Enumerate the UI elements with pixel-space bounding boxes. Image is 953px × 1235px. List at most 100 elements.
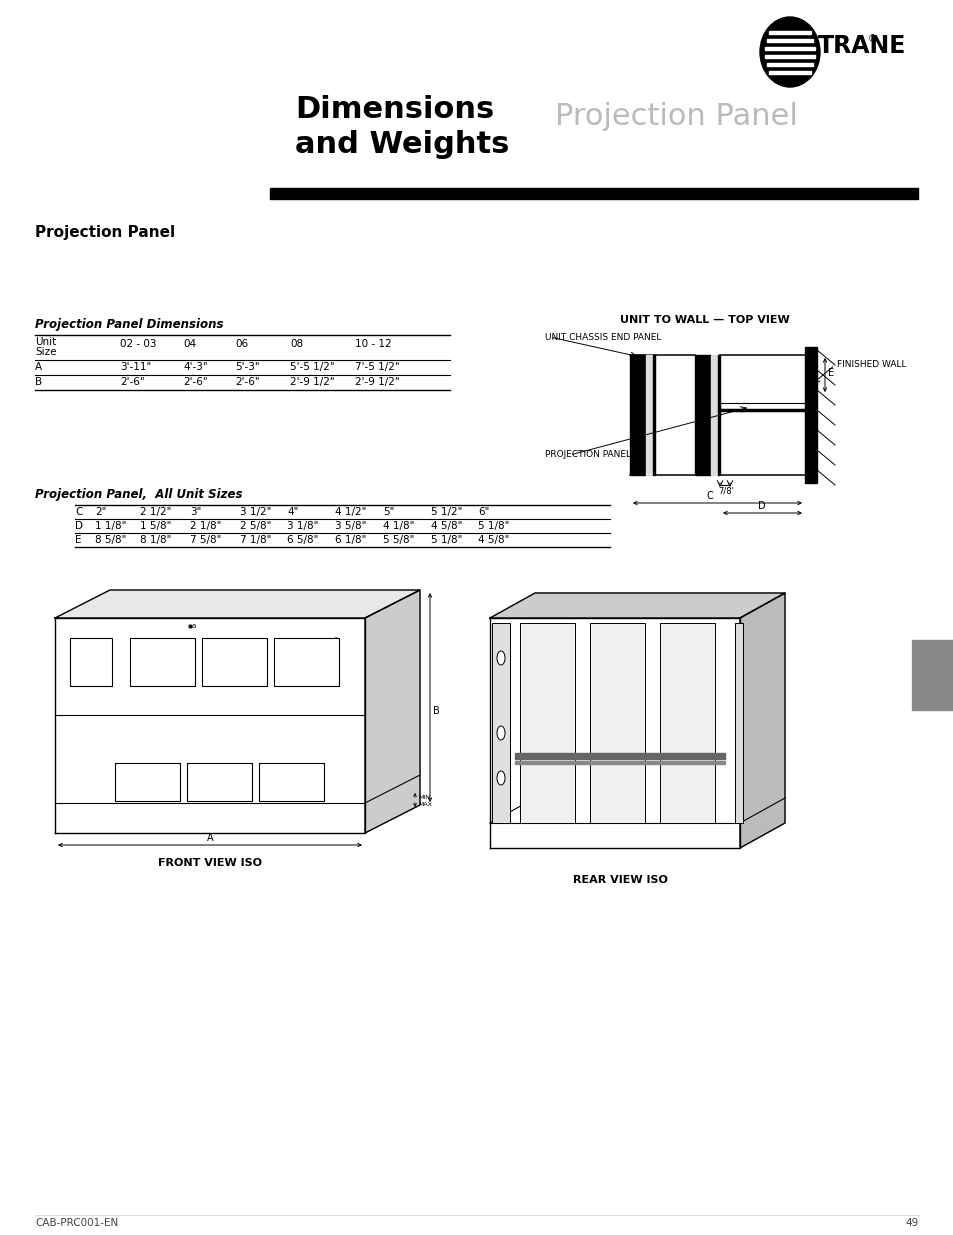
Text: MAX: MAX — [417, 802, 432, 806]
Text: 2'-9 1/2": 2'-9 1/2" — [290, 377, 335, 387]
Text: 7'-5 1/2": 7'-5 1/2" — [355, 362, 399, 372]
Polygon shape — [740, 593, 784, 848]
Text: FINISHED WALL: FINISHED WALL — [836, 359, 905, 369]
Text: a: a — [334, 636, 338, 642]
Bar — [804, 347, 816, 483]
Text: 5'-5 1/2": 5'-5 1/2" — [290, 362, 335, 372]
Bar — [589, 622, 644, 823]
Text: 5 1/8": 5 1/8" — [431, 535, 462, 545]
Text: TRANE: TRANE — [817, 35, 905, 58]
Bar — [258, 763, 324, 802]
Text: 6": 6" — [477, 508, 489, 517]
Text: 1 5/8": 1 5/8" — [140, 521, 172, 531]
Text: REAR VIEW ISO: REAR VIEW ISO — [572, 876, 667, 885]
Text: Size: Size — [35, 347, 56, 357]
Text: 49: 49 — [904, 1218, 918, 1228]
Text: Unit: Unit — [35, 337, 56, 347]
Bar — [659, 622, 714, 823]
Bar — [515, 753, 724, 760]
Bar — [765, 38, 813, 42]
Polygon shape — [365, 590, 419, 832]
Text: 08: 08 — [290, 338, 303, 350]
Text: 02 - 03: 02 - 03 — [120, 338, 156, 350]
Bar — [652, 354, 655, 475]
Text: 3": 3" — [190, 508, 201, 517]
Text: Dimensions: Dimensions — [294, 95, 494, 124]
Text: C: C — [75, 508, 82, 517]
Text: Projection Panel: Projection Panel — [35, 225, 175, 240]
Text: 4": 4" — [287, 508, 298, 517]
Bar — [130, 638, 194, 685]
Text: E: E — [75, 535, 81, 545]
Bar — [70, 638, 112, 685]
Text: 7 1/8": 7 1/8" — [240, 535, 271, 545]
Bar — [202, 638, 267, 685]
Text: D: D — [84, 653, 91, 662]
Text: FRONT VIEW ISO: FRONT VIEW ISO — [158, 858, 262, 868]
Text: 4 1/2": 4 1/2" — [335, 508, 366, 517]
Bar — [769, 31, 810, 33]
Text: 2'-6": 2'-6" — [183, 377, 208, 387]
Text: Projection Panel Dimensions: Projection Panel Dimensions — [35, 317, 223, 331]
Bar — [270, 188, 917, 199]
Text: 2'-6": 2'-6" — [120, 377, 145, 387]
Bar — [911, 640, 953, 710]
Text: PROJECTION PANEL: PROJECTION PANEL — [544, 450, 630, 459]
Text: 5 5/8": 5 5/8" — [382, 535, 414, 545]
Text: A: A — [207, 832, 213, 844]
Text: 3'-11": 3'-11" — [120, 362, 152, 372]
Text: 6 1/8": 6 1/8" — [335, 535, 366, 545]
Text: 06: 06 — [234, 338, 248, 350]
Text: 4 5/8": 4 5/8" — [431, 521, 462, 531]
Bar — [769, 70, 810, 74]
Text: 3 1/8": 3 1/8" — [287, 521, 318, 531]
Bar — [764, 47, 814, 49]
Text: 3 1/2": 3 1/2" — [240, 508, 271, 517]
Polygon shape — [55, 590, 419, 618]
Text: 4 5/8": 4 5/8" — [477, 535, 509, 545]
Text: 4'-3": 4'-3" — [183, 362, 208, 372]
Text: 7/8': 7/8' — [718, 487, 733, 496]
Text: B: B — [35, 377, 42, 387]
Ellipse shape — [497, 726, 504, 740]
Text: 2 1/8": 2 1/8" — [190, 521, 221, 531]
Text: 5 1/2": 5 1/2" — [431, 508, 462, 517]
Bar — [695, 354, 710, 475]
Text: 2'-9 1/2": 2'-9 1/2" — [355, 377, 399, 387]
Ellipse shape — [760, 17, 820, 86]
Text: 5'-3": 5'-3" — [234, 362, 259, 372]
Bar — [492, 622, 510, 823]
Text: 2": 2" — [95, 508, 107, 517]
Text: B: B — [433, 706, 439, 716]
Bar — [718, 354, 720, 475]
Text: CAB-PRC001-EN: CAB-PRC001-EN — [35, 1218, 118, 1228]
Bar — [519, 622, 575, 823]
Text: UNIT TO WALL — TOP VIEW: UNIT TO WALL — TOP VIEW — [619, 315, 789, 325]
Text: MIN: MIN — [417, 795, 430, 800]
Text: 8 5/8": 8 5/8" — [95, 535, 126, 545]
Text: Projection Panel: Projection Panel — [555, 103, 797, 131]
Ellipse shape — [497, 651, 504, 664]
Text: 8 1/8": 8 1/8" — [140, 535, 172, 545]
Text: 2 5/8": 2 5/8" — [240, 521, 271, 531]
Text: a: a — [192, 622, 196, 629]
Text: 4 1/8": 4 1/8" — [382, 521, 414, 531]
Text: 7 5/8": 7 5/8" — [190, 535, 221, 545]
Text: ®: ® — [867, 35, 877, 44]
Bar — [645, 354, 652, 475]
Text: 5": 5" — [382, 508, 394, 517]
Bar — [765, 63, 813, 65]
Bar — [274, 638, 338, 685]
Polygon shape — [55, 618, 365, 832]
Text: D: D — [758, 501, 765, 511]
Text: 6 5/8": 6 5/8" — [287, 535, 318, 545]
Text: UNIT CHASSIS END PANEL: UNIT CHASSIS END PANEL — [544, 333, 660, 342]
Text: 04: 04 — [183, 338, 196, 350]
Bar — [764, 54, 814, 58]
Bar — [187, 763, 252, 802]
Text: 2'-6": 2'-6" — [234, 377, 259, 387]
Text: D: D — [75, 521, 83, 531]
Ellipse shape — [497, 771, 504, 785]
Bar — [629, 354, 645, 475]
Bar — [515, 761, 724, 764]
